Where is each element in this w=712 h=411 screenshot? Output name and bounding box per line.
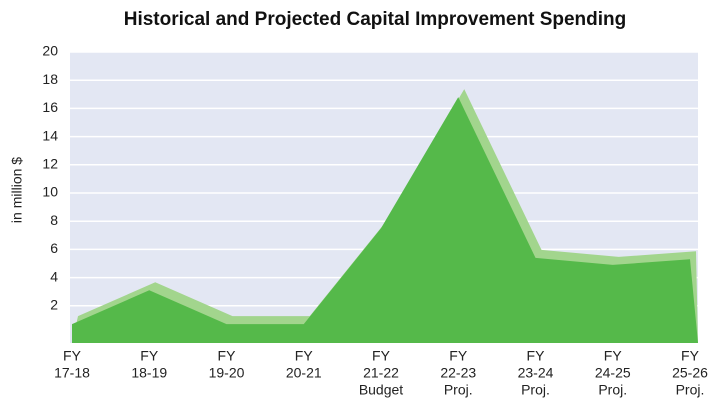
x-tick-label: Budget <box>359 382 403 398</box>
x-tick-label: FY <box>527 348 546 364</box>
x-tick-label: 19-20 <box>209 365 245 381</box>
chart-title: Historical and Projected Capital Improve… <box>124 9 627 30</box>
x-tick-label: Proj. <box>521 382 550 398</box>
x-tick-label: 22-23 <box>440 365 476 381</box>
x-tick-label: FY <box>449 348 468 364</box>
area <box>72 97 698 344</box>
x-tick-label: 23-24 <box>518 365 554 381</box>
x-tick-label: 18-19 <box>131 365 167 381</box>
x-tick-label: Proj. <box>598 382 627 398</box>
x-tick-label: Proj. <box>676 382 705 398</box>
y-tick-label: 4 <box>50 268 58 284</box>
y-axis-label: in million $ <box>9 157 25 223</box>
x-tick-label: Proj. <box>444 382 473 398</box>
x-tick-label: FY <box>140 348 159 364</box>
y-tick-label: 20 <box>42 43 58 59</box>
y-tick-label: 6 <box>50 240 58 256</box>
y-tick-label: 14 <box>42 127 58 143</box>
x-tick-label: FY <box>604 348 623 364</box>
y-tick-label: 16 <box>42 99 58 115</box>
x-tick-label: FY <box>372 348 391 364</box>
x-tick-label: 24-25 <box>595 365 631 381</box>
y-tick-label: 12 <box>42 156 58 172</box>
x-tick-label: FY <box>218 348 237 364</box>
x-tick-label: FY <box>295 348 314 364</box>
x-tick-label: 17-18 <box>54 365 90 381</box>
y-tick-label: 10 <box>42 184 58 200</box>
y-tick-label: 8 <box>50 212 58 228</box>
x-tick-label: 20-21 <box>286 365 322 381</box>
x-tick-label: FY <box>63 348 82 364</box>
x-tick-label: 21-22 <box>363 365 399 381</box>
x-tick-label: FY <box>681 348 700 364</box>
y-tick-label: 2 <box>50 297 58 313</box>
x-tick-label: 25-26 <box>672 365 708 381</box>
y-tick-label: 18 <box>42 71 58 87</box>
